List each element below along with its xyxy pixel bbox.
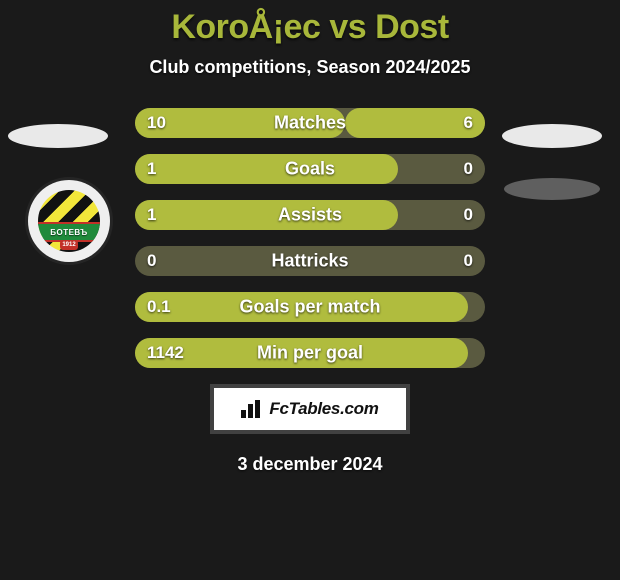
stat-row: Hattricks 0 0 <box>135 246 485 276</box>
stat-row: Assists 1 0 <box>135 200 485 230</box>
stat-value-right: 0 <box>464 205 473 225</box>
stat-label: Goals <box>285 159 335 180</box>
stat-row: Matches 10 6 <box>135 108 485 138</box>
page-subtitle: Club competitions, Season 2024/2025 <box>0 57 620 78</box>
brand-bars-icon <box>241 400 263 418</box>
footer-date: 3 december 2024 <box>0 454 620 475</box>
stat-value-left: 1142 <box>147 343 184 363</box>
stat-row: Goals per match 0.1 <box>135 292 485 322</box>
stat-value-right: 0 <box>464 251 473 271</box>
brand-text: FcTables.com <box>269 399 378 419</box>
stat-value-right: 0 <box>464 159 473 179</box>
stat-value-left: 1 <box>147 205 156 225</box>
stat-label: Hattricks <box>271 251 348 272</box>
stat-bar-left <box>135 154 398 184</box>
page-root: KoroÅ¡ec vs Dost Club competitions, Seas… <box>0 0 620 580</box>
stat-bar-left <box>135 200 398 230</box>
brand-badge[interactable]: FcTables.com <box>210 384 410 434</box>
stat-row: Min per goal 1142 <box>135 338 485 368</box>
stat-label: Assists <box>278 205 342 226</box>
stat-value-left: 1 <box>147 159 156 179</box>
stat-label: Goals per match <box>239 297 380 318</box>
stat-label: Matches <box>274 113 346 134</box>
page-title: KoroÅ¡ec vs Dost <box>0 8 620 47</box>
stat-value-left: 10 <box>147 113 166 133</box>
stat-value-left: 0 <box>147 251 156 271</box>
stat-value-right: 6 <box>464 113 473 133</box>
stat-row: Goals 1 0 <box>135 154 485 184</box>
stat-value-left: 0.1 <box>147 297 171 317</box>
stats-chart: Matches106Goals10Assists10Hattricks00Goa… <box>0 108 620 368</box>
stat-label: Min per goal <box>257 343 363 364</box>
